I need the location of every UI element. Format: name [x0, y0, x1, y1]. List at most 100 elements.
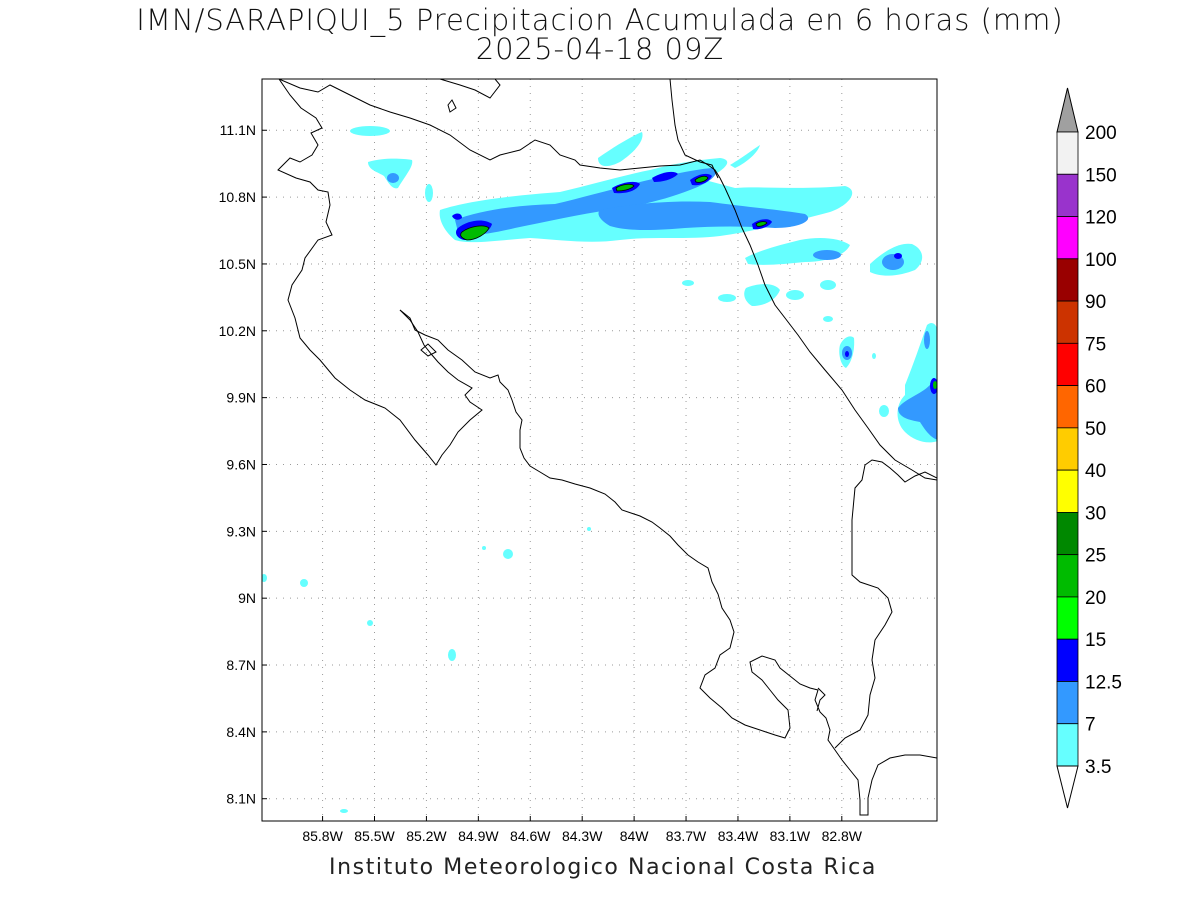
colorbar-swatch: [1056, 427, 1079, 471]
colorbar-swatch: [1056, 300, 1079, 344]
nicoya-island: [420, 343, 437, 357]
y-tick-label: 10.2N: [219, 323, 256, 339]
y-tick-label: 9.3N: [226, 523, 256, 539]
rain-cell-light: [786, 290, 804, 300]
rain-cell-light: [368, 158, 413, 189]
colorbar-level-label: 100: [1085, 250, 1117, 271]
rain-cell-light: [503, 549, 513, 559]
x-tick-label: 85.5W: [354, 828, 395, 844]
y-tick-label: 8.1N: [226, 791, 256, 807]
rain-cell-light: [262, 574, 267, 582]
rain-cell-light: [872, 353, 876, 359]
colorbar-level-label: 25: [1085, 546, 1106, 567]
x-tick-label: 83.1W: [770, 828, 811, 844]
colorbar-level-label: 30: [1085, 503, 1106, 524]
colorbar-swatch: [1056, 342, 1079, 387]
rain-cell-dark: [452, 213, 462, 220]
rain-cell-mid: [898, 384, 937, 440]
map-title: IMN/SARAPIQUI_5 Precipitacion Acumulada …: [136, 3, 1064, 37]
colorbar-swatch: [1056, 638, 1079, 682]
rain-cell-light: [587, 527, 591, 531]
rain-cell-light: [823, 316, 833, 322]
colorbar-overflow-arrow: [1056, 87, 1079, 133]
y-tick-label: 11.1N: [220, 122, 256, 138]
colorbar-level-label: 75: [1085, 334, 1106, 355]
pacific-coastline-guanacaste: [277, 79, 483, 466]
rain-cell-mid: [813, 250, 841, 260]
colorbar-swatch: [1056, 723, 1079, 767]
rain-cell-light: [820, 280, 836, 290]
colorbar-level-label: 20: [1085, 588, 1106, 609]
y-tick-label: 10.5N: [219, 256, 256, 272]
rain-cell-mid: [924, 331, 930, 349]
colorbar-level-label: 40: [1085, 461, 1106, 482]
rain-cell-core: [755, 221, 768, 227]
colorbar-swatch: [1056, 681, 1079, 725]
colorbar-swatch: [1056, 469, 1079, 513]
rain-cell-light: [425, 184, 433, 202]
gulf-of-nicoya-shore: [399, 309, 937, 816]
precipitation-colorbar-legend: 200 150 120 100 90 75 60 50 40 30 25 20 15 12.5 7 3.5: [1056, 87, 1122, 809]
rain-cell-light: [744, 284, 780, 306]
colorbar-swatch: [1056, 554, 1079, 598]
panama-border: [834, 459, 937, 749]
colorbar-level-label: 50: [1085, 419, 1106, 440]
colorbar-swatch: [1056, 216, 1079, 260]
map-frame: [261, 78, 938, 822]
y-tick-label: 10.8N: [219, 189, 256, 205]
x-tick-label: 84W: [620, 828, 650, 844]
x-tick-label: 82.8W: [822, 828, 863, 844]
rain-cell-light: [367, 620, 373, 626]
rain-cell-dark: [894, 253, 902, 259]
caribbean-coast-north: [669, 79, 719, 179]
rain-cell-light: [879, 405, 889, 417]
y-tick-label: 9.9N: [226, 390, 256, 406]
footer-credit: Instituto Meteorologico Nacional Costa R…: [329, 855, 877, 880]
rain-cell-light: [482, 546, 486, 550]
colorbar-level-label: 60: [1085, 377, 1106, 398]
colorbar-level-label: 200: [1085, 123, 1117, 144]
colorbar-level-label: 3.5: [1085, 757, 1111, 778]
rain-cell-light: [300, 579, 308, 587]
colorbar-swatch: [1056, 512, 1079, 556]
rain-cell-core: [933, 381, 937, 389]
colorbar-swatch: [1056, 258, 1079, 302]
coastline-and-borders: [277, 79, 937, 816]
x-tick-label: 84.9W: [458, 828, 499, 844]
y-tick-label: 9.6N: [226, 456, 256, 472]
rain-cell-dark: [652, 171, 678, 182]
rain-cell-mid: [455, 168, 716, 235]
rain-cell-core: [694, 175, 709, 183]
rain-cell-light: [340, 809, 348, 813]
x-tick-label: 83.4W: [718, 828, 759, 844]
osa-peninsula-coast: [816, 687, 826, 712]
colorbar-level-label: 7: [1085, 715, 1096, 736]
rain-cell-dark: [845, 351, 849, 357]
colorbar-level-label: 12.5: [1085, 672, 1122, 693]
san-juan-river: [724, 187, 937, 481]
rain-cell-light: [350, 126, 390, 136]
north-peninsula: [439, 79, 501, 99]
x-tick-label: 85.8W: [302, 828, 343, 844]
colorbar-swatch: [1056, 596, 1079, 640]
nicaragua-border: [278, 79, 726, 189]
rain-cell-mid: [387, 173, 399, 183]
precipitation-field: [262, 126, 937, 813]
rain-cell-light: [682, 280, 694, 286]
colorbar-level-label: 15: [1085, 630, 1106, 651]
rain-cell-light: [718, 294, 736, 302]
colorbar-level-label: 90: [1085, 292, 1106, 313]
colorbar-swatch: [1056, 385, 1079, 429]
x-tick-label: 84.6W: [510, 828, 551, 844]
rain-band-scattered: [262, 126, 937, 813]
colorbar-swatch: [1056, 173, 1079, 217]
colorbar-level-label: 120: [1085, 208, 1117, 229]
map-subtitle-datetime: 2025-04-18 09Z: [475, 32, 725, 66]
colorbar-swatch: [1056, 131, 1079, 175]
colorbar-underflow-arrow: [1056, 765, 1079, 809]
x-tick-label: 84.3W: [562, 828, 603, 844]
axis-tick-labels: 85.8W 85.5W 85.2W 84.9W 84.6W 84.3W 84W 83.7W 83…: [219, 122, 863, 844]
rain-cell-light: [448, 649, 456, 661]
y-tick-label: 8.4N: [226, 724, 256, 740]
